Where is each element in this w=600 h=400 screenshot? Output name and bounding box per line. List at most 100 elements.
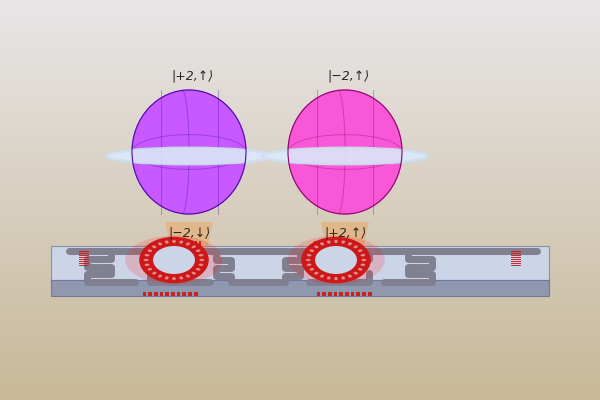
Bar bbox=[333, 241, 335, 246]
Bar bbox=[322, 241, 324, 246]
Ellipse shape bbox=[172, 277, 176, 280]
Ellipse shape bbox=[148, 249, 152, 252]
Ellipse shape bbox=[311, 117, 368, 179]
Ellipse shape bbox=[199, 254, 203, 256]
Ellipse shape bbox=[146, 106, 226, 193]
Ellipse shape bbox=[353, 272, 358, 274]
Ellipse shape bbox=[158, 120, 209, 176]
Ellipse shape bbox=[157, 119, 211, 178]
Ellipse shape bbox=[163, 126, 202, 169]
Bar bbox=[79, 263, 89, 264]
Ellipse shape bbox=[161, 124, 204, 170]
Ellipse shape bbox=[334, 277, 338, 280]
Ellipse shape bbox=[168, 132, 194, 160]
Ellipse shape bbox=[331, 140, 340, 150]
Bar bbox=[329, 241, 332, 246]
Text: |−2,↑⟩: |−2,↑⟩ bbox=[327, 69, 369, 82]
Bar bbox=[175, 241, 178, 246]
Ellipse shape bbox=[334, 143, 337, 146]
Bar bbox=[345, 292, 349, 296]
Bar bbox=[345, 241, 347, 246]
Ellipse shape bbox=[133, 91, 244, 212]
Bar bbox=[337, 241, 340, 246]
Ellipse shape bbox=[153, 246, 195, 274]
Bar bbox=[148, 292, 152, 296]
Bar bbox=[349, 241, 351, 246]
Bar bbox=[362, 292, 366, 296]
Ellipse shape bbox=[199, 264, 203, 266]
Ellipse shape bbox=[178, 143, 181, 146]
Ellipse shape bbox=[151, 112, 219, 186]
Bar bbox=[79, 253, 89, 254]
Bar bbox=[171, 292, 175, 296]
Ellipse shape bbox=[296, 100, 390, 202]
Ellipse shape bbox=[289, 91, 400, 212]
Polygon shape bbox=[321, 222, 369, 256]
Ellipse shape bbox=[176, 142, 182, 148]
Ellipse shape bbox=[191, 272, 196, 274]
Ellipse shape bbox=[144, 259, 149, 261]
Ellipse shape bbox=[142, 101, 233, 200]
Ellipse shape bbox=[145, 105, 227, 195]
Ellipse shape bbox=[164, 127, 200, 167]
Ellipse shape bbox=[301, 237, 371, 283]
Ellipse shape bbox=[166, 130, 197, 164]
Ellipse shape bbox=[175, 140, 184, 150]
Ellipse shape bbox=[327, 240, 331, 244]
Ellipse shape bbox=[334, 240, 338, 243]
Ellipse shape bbox=[316, 123, 362, 172]
Ellipse shape bbox=[153, 114, 216, 183]
Ellipse shape bbox=[358, 268, 362, 271]
Ellipse shape bbox=[310, 116, 370, 181]
Ellipse shape bbox=[314, 272, 319, 274]
Ellipse shape bbox=[332, 142, 338, 148]
Bar bbox=[511, 261, 521, 262]
Ellipse shape bbox=[314, 246, 319, 248]
Bar bbox=[79, 257, 89, 258]
Bar bbox=[511, 257, 521, 258]
Ellipse shape bbox=[106, 148, 272, 164]
Ellipse shape bbox=[314, 120, 365, 176]
Ellipse shape bbox=[303, 108, 380, 192]
Ellipse shape bbox=[328, 136, 345, 155]
Ellipse shape bbox=[196, 249, 200, 252]
Ellipse shape bbox=[152, 272, 157, 274]
Ellipse shape bbox=[315, 246, 357, 274]
Ellipse shape bbox=[137, 96, 239, 207]
Bar bbox=[325, 241, 328, 246]
Bar bbox=[317, 241, 320, 246]
Ellipse shape bbox=[145, 254, 149, 256]
Ellipse shape bbox=[152, 246, 157, 248]
Ellipse shape bbox=[172, 136, 189, 155]
Ellipse shape bbox=[165, 128, 199, 165]
Ellipse shape bbox=[315, 121, 364, 174]
Ellipse shape bbox=[305, 110, 377, 188]
Ellipse shape bbox=[307, 254, 311, 256]
Ellipse shape bbox=[327, 276, 331, 280]
Ellipse shape bbox=[321, 128, 355, 165]
Ellipse shape bbox=[138, 97, 238, 205]
Bar bbox=[199, 241, 201, 246]
Ellipse shape bbox=[167, 131, 196, 162]
Ellipse shape bbox=[179, 276, 183, 280]
Bar bbox=[511, 265, 521, 266]
Bar bbox=[368, 292, 371, 296]
Ellipse shape bbox=[324, 132, 350, 160]
Bar bbox=[194, 241, 197, 246]
Bar bbox=[511, 259, 521, 260]
Ellipse shape bbox=[159, 121, 208, 174]
Bar bbox=[79, 261, 89, 262]
Ellipse shape bbox=[306, 259, 311, 261]
Bar bbox=[163, 241, 166, 246]
Ellipse shape bbox=[317, 124, 360, 170]
Ellipse shape bbox=[341, 240, 345, 244]
Ellipse shape bbox=[196, 268, 200, 271]
Ellipse shape bbox=[139, 237, 209, 283]
Ellipse shape bbox=[158, 274, 162, 278]
Bar bbox=[356, 292, 360, 296]
Ellipse shape bbox=[320, 274, 324, 278]
Bar bbox=[79, 251, 89, 252]
Bar bbox=[172, 241, 174, 246]
Bar bbox=[511, 263, 521, 264]
Bar bbox=[322, 292, 326, 296]
